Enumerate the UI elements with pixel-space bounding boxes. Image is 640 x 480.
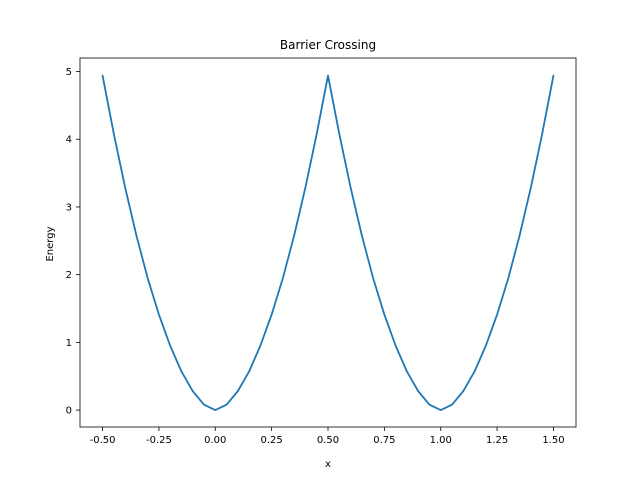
plot-area (101, 74, 555, 411)
y-axis: 0 1 2 3 4 5 (66, 67, 80, 417)
x-axis: -0.50 -0.25 0.00 0.25 0.50 0.75 1.00 1.25 1.50 (90, 427, 565, 446)
x-tick-label: 1.25 (486, 435, 508, 446)
x-tick-label: 0.25 (261, 435, 283, 446)
x-tick-label: 0.75 (373, 435, 395, 446)
y-tick-label: 1 (66, 338, 72, 349)
x-tick-label: 0.00 (204, 435, 226, 446)
series-line-1 (101, 74, 555, 411)
y-tick-label: 4 (66, 135, 72, 146)
y-tick-label: 0 (66, 406, 72, 417)
x-axis-label: x (325, 459, 331, 470)
y-tick-label: 2 (66, 270, 72, 281)
x-tick-label: 1.00 (430, 435, 452, 446)
y-axis-label: Energy (45, 226, 56, 261)
chart-title: Barrier Crossing (280, 38, 376, 52)
y-tick-label: 5 (66, 67, 72, 78)
x-tick-label: -0.50 (90, 435, 116, 446)
plot-frame (79, 57, 577, 428)
x-tick-label: -0.25 (146, 435, 172, 446)
x-tick-label: 1.50 (542, 435, 564, 446)
y-tick-label: 3 (66, 202, 72, 213)
x-tick-label: 0.50 (317, 435, 339, 446)
